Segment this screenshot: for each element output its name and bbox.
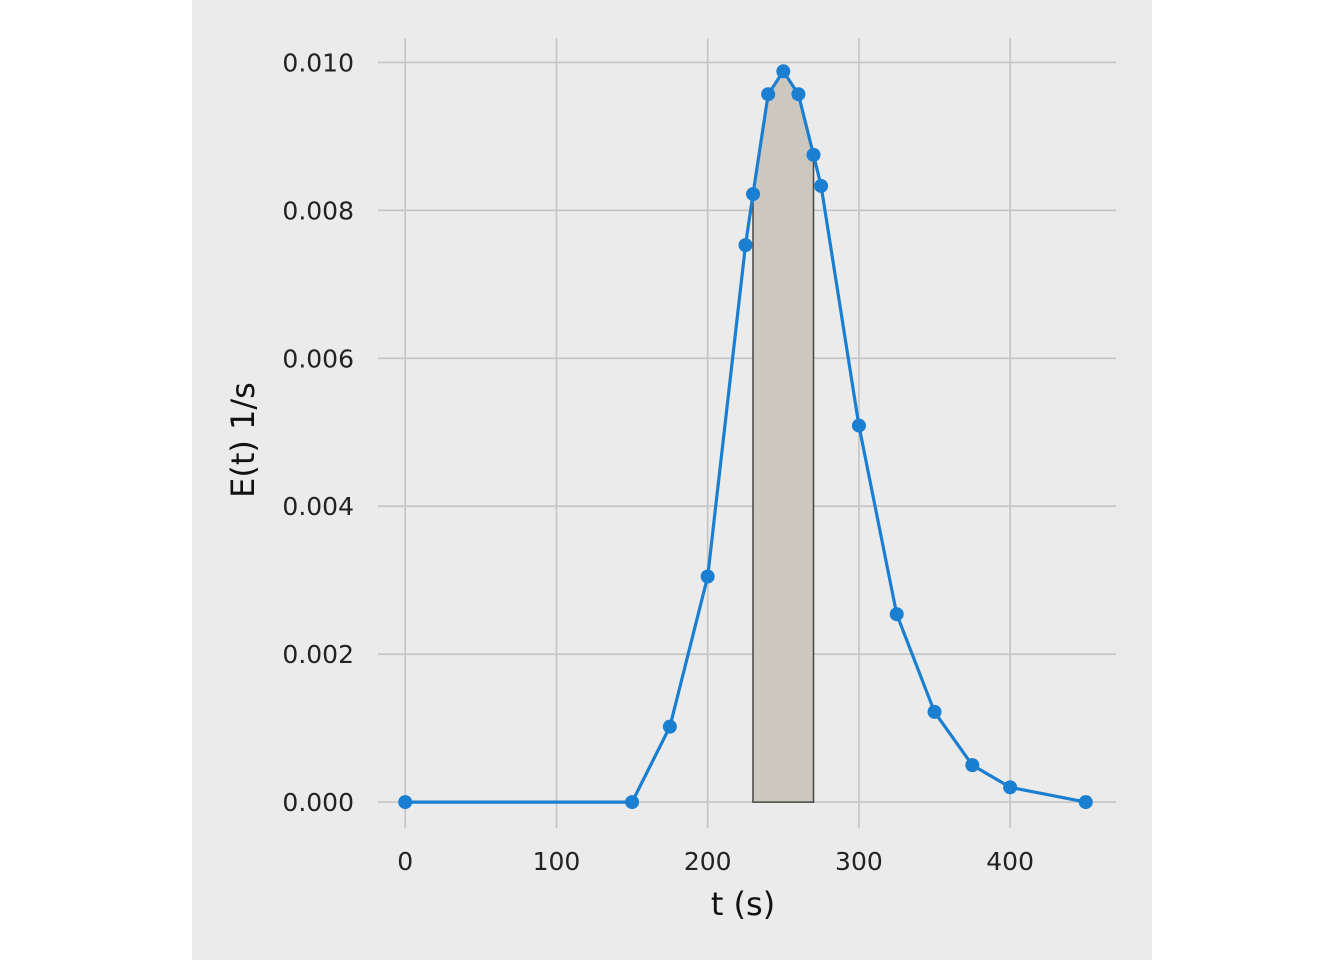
data-point — [965, 758, 980, 773]
y-tick-label: 0.002 — [282, 640, 354, 669]
series-line — [405, 69, 1087, 804]
data-point — [1078, 795, 1093, 810]
x-tick-label: 300 — [835, 847, 883, 876]
y-axis-label: E(t) 1/s — [224, 382, 262, 498]
x-tick-label: 100 — [533, 847, 581, 876]
x-tick-label: 200 — [684, 847, 732, 876]
data-point — [927, 704, 942, 719]
data-point — [738, 238, 753, 253]
grid — [378, 38, 1116, 828]
y-tick-label: 0.004 — [282, 492, 354, 521]
data-point — [851, 418, 866, 433]
data-point — [625, 795, 640, 810]
shaded-region — [752, 69, 815, 803]
chart: 0 100 200 300 400 0.0000.0020.0040.0060.0080… — [224, 38, 1116, 923]
y-tick-label: 0.010 — [282, 48, 354, 77]
x-axis-label: t (s) — [711, 885, 775, 923]
data-point — [806, 147, 821, 162]
shaded-area — [752, 69, 815, 803]
data-point — [700, 569, 715, 584]
data-point — [776, 64, 791, 79]
data-point — [889, 607, 904, 622]
x-tick-label: 400 — [986, 847, 1034, 876]
data-point — [1003, 780, 1018, 795]
y-tick-label: 0.000 — [282, 788, 354, 817]
data-point — [791, 87, 806, 102]
data-point — [398, 795, 413, 810]
y-tick-labels: 0.000 0.002 0.004 0.006 0.008 0.010 — [282, 48, 354, 817]
data-point — [746, 187, 761, 202]
y-tick-label: 0.008 — [282, 196, 354, 225]
x-tick-label: 0 — [397, 847, 413, 876]
data-point — [662, 719, 677, 734]
x-tick-labels: 0 100 200 300 400 — [397, 847, 1034, 876]
chart-figure: 0 100 200 300 400 0.000 0.002 0.004 0.006 0.008 0… — [192, 0, 1152, 960]
series-layer — [398, 64, 1093, 810]
data-point — [814, 178, 829, 193]
y-tick-label: 0.006 — [282, 344, 354, 373]
data-point — [761, 87, 776, 102]
